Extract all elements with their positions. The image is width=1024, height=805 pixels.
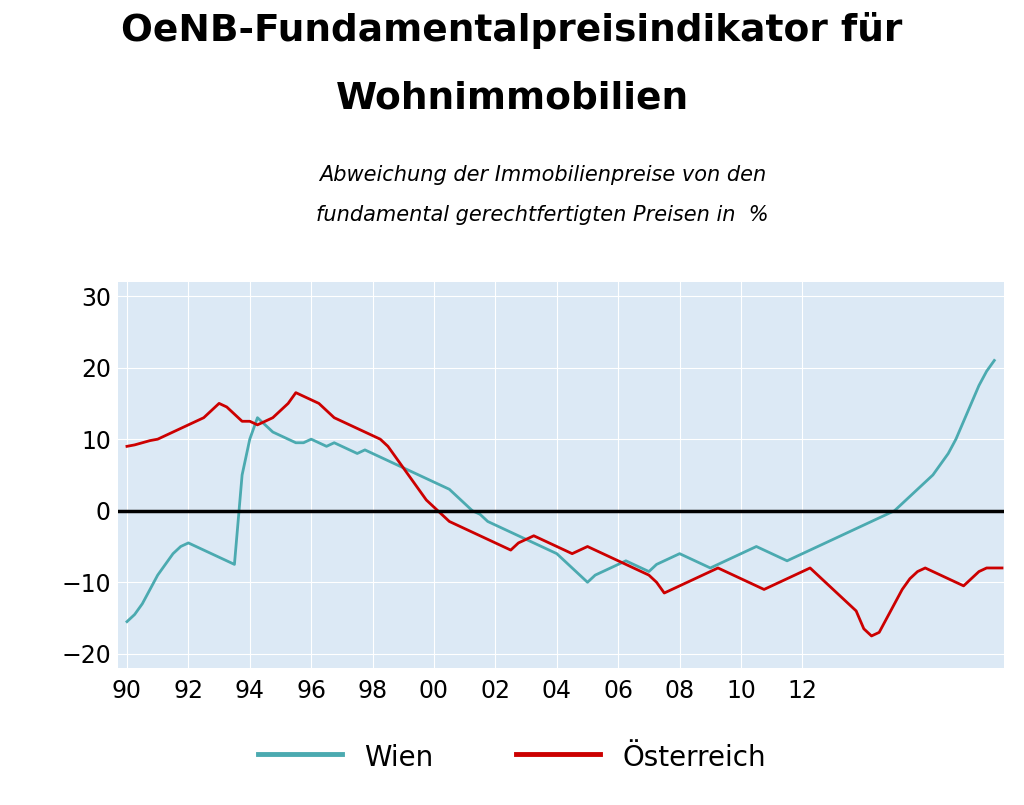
Text: Wohnimmobilien: Wohnimmobilien	[336, 80, 688, 117]
Text: OeNB-Fundamentalpreisindikator für: OeNB-Fundamentalpreisindikator für	[121, 12, 903, 49]
Text: fundamental gerechtfertigten Preisen in  %: fundamental gerechtfertigten Preisen in …	[316, 205, 769, 225]
Text: Abweichung der Immobilienpreise von den: Abweichung der Immobilienpreise von den	[319, 165, 766, 185]
Legend: Wien, Österreich: Wien, Österreich	[247, 731, 777, 783]
